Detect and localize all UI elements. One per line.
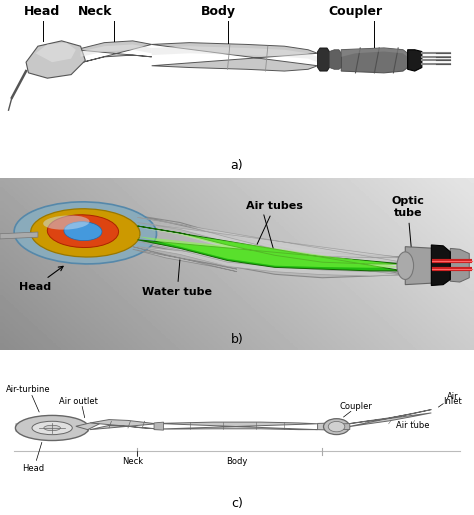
Ellipse shape xyxy=(323,419,350,435)
Text: Coupler: Coupler xyxy=(328,5,383,18)
Polygon shape xyxy=(137,216,403,278)
Polygon shape xyxy=(137,228,403,268)
Polygon shape xyxy=(137,221,403,266)
Text: b): b) xyxy=(231,333,243,347)
Ellipse shape xyxy=(14,202,156,264)
Polygon shape xyxy=(431,245,450,285)
Polygon shape xyxy=(346,409,431,427)
Polygon shape xyxy=(341,48,408,57)
Text: Inlet: Inlet xyxy=(443,397,462,406)
Text: Head: Head xyxy=(24,5,60,18)
Polygon shape xyxy=(26,41,85,78)
Polygon shape xyxy=(318,48,329,71)
Text: Air tube: Air tube xyxy=(396,421,429,430)
Text: Air outlet: Air outlet xyxy=(59,397,98,406)
Ellipse shape xyxy=(31,209,140,257)
Ellipse shape xyxy=(47,215,118,248)
Text: Head: Head xyxy=(19,266,63,292)
Polygon shape xyxy=(90,420,156,430)
Polygon shape xyxy=(137,226,403,271)
Polygon shape xyxy=(16,416,89,432)
Text: Air tubes: Air tubes xyxy=(246,201,303,244)
Polygon shape xyxy=(450,248,469,282)
Text: Coupler: Coupler xyxy=(339,402,372,410)
Ellipse shape xyxy=(328,421,345,432)
Text: c): c) xyxy=(231,497,243,510)
Text: Neck: Neck xyxy=(78,5,112,18)
Polygon shape xyxy=(76,423,100,430)
Text: a): a) xyxy=(231,159,243,171)
Text: Air-turbine: Air-turbine xyxy=(6,385,51,394)
Polygon shape xyxy=(329,50,341,70)
Ellipse shape xyxy=(397,252,414,280)
Ellipse shape xyxy=(43,215,90,230)
Polygon shape xyxy=(133,247,237,272)
Text: Air: Air xyxy=(447,392,458,401)
Ellipse shape xyxy=(44,425,61,431)
Polygon shape xyxy=(408,50,422,71)
Polygon shape xyxy=(152,46,318,62)
Polygon shape xyxy=(81,44,152,57)
Polygon shape xyxy=(152,43,318,71)
Polygon shape xyxy=(36,43,76,62)
Ellipse shape xyxy=(64,221,102,241)
Text: Head: Head xyxy=(22,464,44,473)
Polygon shape xyxy=(341,48,408,73)
Text: Neck: Neck xyxy=(122,457,143,466)
Ellipse shape xyxy=(15,416,89,440)
Polygon shape xyxy=(76,41,152,64)
Text: Optic
tube: Optic tube xyxy=(391,196,424,258)
Polygon shape xyxy=(137,217,403,262)
Polygon shape xyxy=(405,247,450,285)
Polygon shape xyxy=(339,424,350,430)
Polygon shape xyxy=(137,242,403,276)
Text: Water tube: Water tube xyxy=(142,260,212,297)
Polygon shape xyxy=(318,423,334,430)
Polygon shape xyxy=(156,422,318,430)
Polygon shape xyxy=(154,422,164,430)
Polygon shape xyxy=(0,232,38,239)
Ellipse shape xyxy=(32,421,72,435)
Text: Body: Body xyxy=(201,5,236,18)
Text: Body: Body xyxy=(226,457,248,466)
